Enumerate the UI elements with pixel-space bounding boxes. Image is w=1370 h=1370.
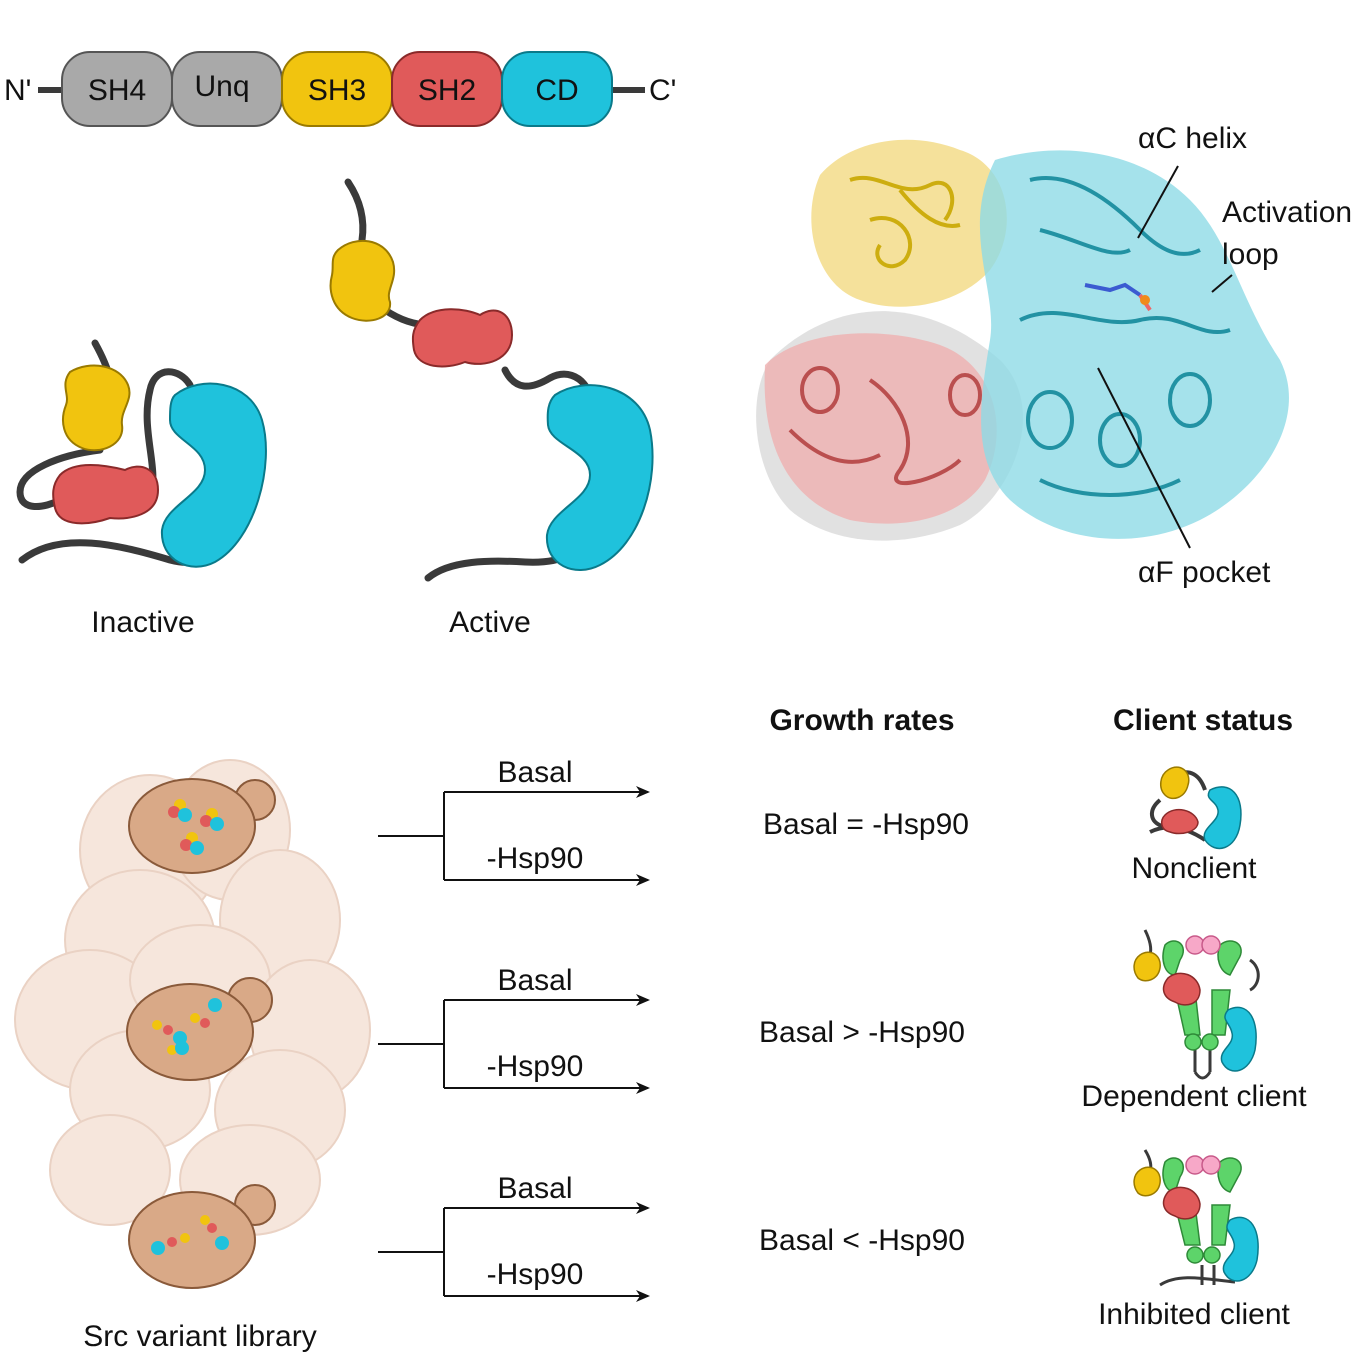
activation-loop-label-1: Activation xyxy=(1222,196,1352,229)
ac-helix-pointer xyxy=(1137,165,1179,239)
row-nonclient: Basal -Hsp90 Basal = -Hsp90 Nonclient xyxy=(378,756,1257,886)
activation-loop-pointer xyxy=(1211,274,1233,293)
branch-arrows-3 xyxy=(378,1202,650,1302)
inhibited-client-label: Inhibited client xyxy=(1098,1298,1290,1331)
domain-architecture: N' C' SH4 Unq SH3 SH2 CD xyxy=(4,51,676,127)
active-label: Active xyxy=(449,606,531,639)
inactive-cd-shape xyxy=(160,382,267,568)
branch-arrows-1 xyxy=(378,786,650,886)
ac-helix-label: αC helix xyxy=(1138,122,1247,155)
nonclient-icon xyxy=(1149,766,1242,850)
growth-rates-header: Growth rates xyxy=(769,704,954,737)
n-terminus-label: N' xyxy=(4,74,31,107)
inhibited-client-icon xyxy=(1133,1149,1259,1287)
domain-sh4: SH4 xyxy=(61,51,173,127)
yeast-3-src-proteins xyxy=(151,1215,229,1255)
inactive-src-cartoon: Inactive xyxy=(16,339,267,639)
row3-growth-label: Basal < -Hsp90 xyxy=(759,1224,965,1257)
inactive-sh3-shape xyxy=(62,364,131,452)
row1-growth-label: Basal = -Hsp90 xyxy=(763,808,969,841)
domain-cd-label: CD xyxy=(535,74,578,107)
surface-sh3 xyxy=(811,139,1007,307)
src-crystal-structure: αC helix Activation loop αF pocket xyxy=(756,122,1352,589)
domain-unq: Unq xyxy=(171,51,283,127)
row1-hsp90-label: -Hsp90 xyxy=(487,842,584,875)
domain-sh3: SH3 xyxy=(281,51,393,127)
domain-sh3-label: SH3 xyxy=(308,74,366,107)
domain-sh4-label: SH4 xyxy=(88,74,146,107)
row2-growth-label: Basal > -Hsp90 xyxy=(759,1016,965,1049)
inactive-label: Inactive xyxy=(91,606,194,639)
domain-sh2: SH2 xyxy=(391,51,503,127)
atp-ligand xyxy=(1084,282,1152,312)
c-terminus-label: C' xyxy=(649,74,676,107)
surface-cd xyxy=(979,150,1289,539)
row-inhibited-client: Basal -Hsp90 Basal < -Hsp90 Inhibited cl… xyxy=(378,1149,1291,1331)
dependent-client-label: Dependent client xyxy=(1081,1080,1307,1113)
activation-loop-label-2: loop xyxy=(1222,238,1279,271)
yeast-cell-2 xyxy=(126,977,273,1081)
nonclient-label: Nonclient xyxy=(1131,852,1257,885)
domain-cd: CD xyxy=(501,51,613,127)
yeast-cell-3 xyxy=(128,1184,276,1289)
inactive-sh2-shape xyxy=(52,464,160,525)
domain-unq-label: Unq xyxy=(194,70,249,103)
row-dependent-client: Basal -Hsp90 Basal > -Hsp90 Dependent cl… xyxy=(378,929,1307,1113)
active-src-cartoon: Active xyxy=(329,178,654,639)
row3-hsp90-label: -Hsp90 xyxy=(487,1258,584,1291)
row2-hsp90-label: -Hsp90 xyxy=(487,1050,584,1083)
active-sh3-shape xyxy=(329,239,396,322)
af-pocket-pointer xyxy=(1097,367,1191,549)
yeast-2-src-proteins xyxy=(152,998,222,1055)
branch-arrows-2 xyxy=(378,994,650,1094)
dependent-client-icon xyxy=(1133,929,1260,1080)
active-sh2-shape xyxy=(411,308,514,368)
yeast-1-src-proteins xyxy=(168,799,224,855)
row1-basal-label: Basal xyxy=(497,756,572,789)
row3-basal-label: Basal xyxy=(497,1172,572,1205)
yeast-cell-1 xyxy=(128,778,276,874)
row2-basal-label: Basal xyxy=(497,964,572,997)
client-status-header: Client status xyxy=(1113,704,1293,737)
library-label: Src variant library xyxy=(83,1320,316,1353)
af-pocket-label: αF pocket xyxy=(1138,556,1271,589)
domain-sh2-label: SH2 xyxy=(418,74,476,107)
yeast-library: Src variant library xyxy=(14,759,371,1353)
active-cd-shape xyxy=(545,384,654,571)
